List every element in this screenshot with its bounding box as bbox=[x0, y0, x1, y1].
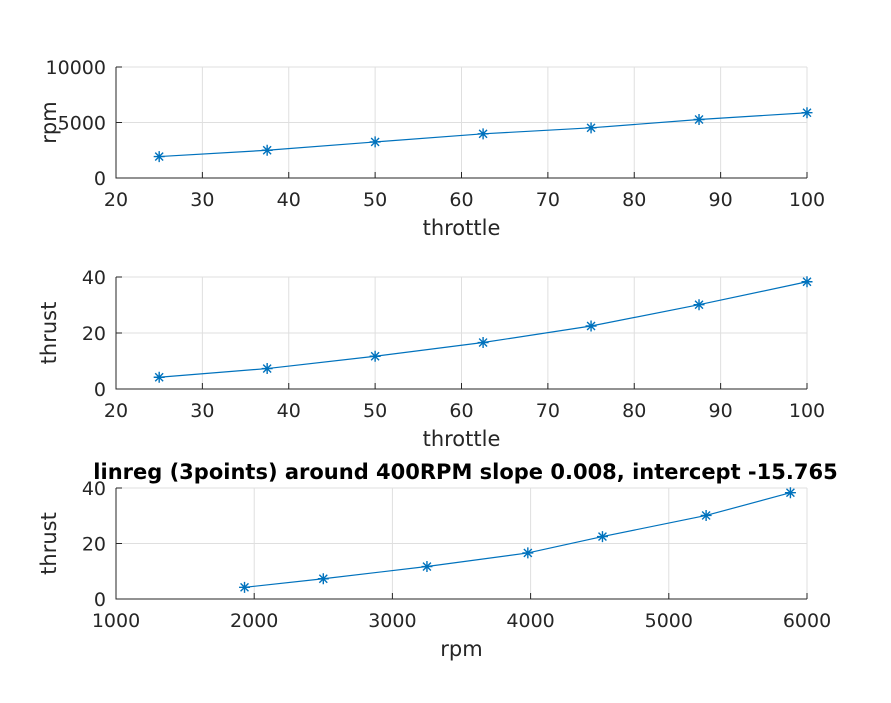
x-tick-label: 40 bbox=[277, 400, 301, 422]
x-tick-label: 70 bbox=[536, 400, 560, 422]
x-tick-label: 100 bbox=[789, 189, 825, 211]
x-axis-label: rpm bbox=[440, 637, 482, 661]
y-tick-label: 0 bbox=[94, 379, 106, 401]
x-tick-label: 50 bbox=[363, 189, 387, 211]
x-tick-label: 30 bbox=[190, 400, 214, 422]
x-tick-label: 30 bbox=[190, 189, 214, 211]
data-point-marker bbox=[693, 299, 705, 311]
y-tick-label: 40 bbox=[82, 478, 106, 500]
y-tick-label: 40 bbox=[82, 267, 106, 289]
x-tick-label: 3000 bbox=[368, 610, 416, 632]
y-tick-label: 0 bbox=[94, 168, 106, 190]
data-point-marker bbox=[153, 151, 165, 163]
data-point-marker bbox=[784, 487, 796, 499]
data-point-marker bbox=[421, 561, 433, 573]
x-axis-label: throttle bbox=[423, 216, 501, 240]
data-point-marker bbox=[585, 122, 597, 134]
x-tick-label: 5000 bbox=[645, 610, 693, 632]
x-tick-label: 90 bbox=[709, 400, 733, 422]
x-tick-label: 50 bbox=[363, 400, 387, 422]
y-tick-label: 20 bbox=[82, 534, 106, 556]
data-point-marker bbox=[522, 547, 534, 559]
x-tick-label: 100 bbox=[789, 400, 825, 422]
data-point-marker bbox=[596, 531, 608, 543]
y-tick-label: 10000 bbox=[46, 57, 106, 79]
x-tick-label: 80 bbox=[622, 400, 646, 422]
data-point-marker bbox=[261, 144, 273, 156]
y-axis-label: rpm bbox=[37, 101, 61, 143]
subplot-1: 20 30 40 50 60 70 80 90 100 0 5000 10000 throttle rpm bbox=[37, 57, 825, 240]
x-tick-label: 2000 bbox=[230, 610, 278, 632]
subplot-3: 1000 2000 3000 4000 5000 6000 0 20 40 rpm thrust li… bbox=[37, 460, 838, 661]
y-tick-label: 5000 bbox=[58, 113, 106, 135]
x-tick-label: 1000 bbox=[92, 610, 140, 632]
y-axis-label: thrust bbox=[37, 512, 61, 575]
x-tick-label: 20 bbox=[104, 189, 128, 211]
x-tick-label: 6000 bbox=[783, 610, 831, 632]
x-tick-label: 40 bbox=[277, 189, 301, 211]
subplots: 20 30 40 50 60 70 80 90 1000500010000throttlerpm… bbox=[37, 57, 838, 661]
x-tick-label: 20 bbox=[104, 400, 128, 422]
x-tick-label: 4000 bbox=[506, 610, 554, 632]
y-tick-label: 0 bbox=[94, 589, 106, 611]
x-tick-label: 90 bbox=[709, 189, 733, 211]
data-point-marker bbox=[239, 581, 251, 593]
x-tick-label: 60 bbox=[449, 400, 473, 422]
data-point-marker bbox=[801, 276, 813, 288]
data-point-marker bbox=[585, 320, 597, 332]
y-axis-label: thrust bbox=[37, 302, 61, 365]
x-axis-label: throttle bbox=[423, 427, 501, 451]
data-point-marker bbox=[700, 509, 712, 521]
x-tick-label: 60 bbox=[449, 189, 473, 211]
y-tick-label: 20 bbox=[82, 323, 106, 345]
plot-title: linreg (3points) around 400RPM slope 0.0… bbox=[93, 460, 837, 484]
x-tick-label: 80 bbox=[622, 189, 646, 211]
data-point-marker bbox=[153, 371, 165, 383]
data-point-marker bbox=[369, 136, 381, 148]
data-point-marker bbox=[369, 350, 381, 362]
x-tick-label: 70 bbox=[536, 189, 560, 211]
data-point-marker bbox=[317, 573, 329, 585]
data-point-marker bbox=[261, 363, 273, 375]
data-point-marker bbox=[801, 107, 813, 119]
data-point-marker bbox=[477, 128, 489, 140]
data-point-marker bbox=[693, 114, 705, 126]
data-point-marker bbox=[477, 337, 489, 349]
